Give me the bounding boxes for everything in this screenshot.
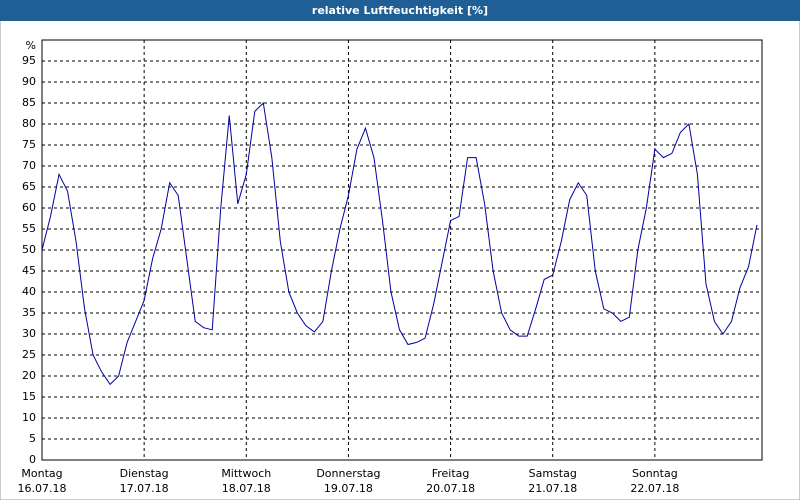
y-tick-label: 10 — [22, 411, 36, 424]
y-tick-label: 60 — [22, 201, 36, 214]
y-tick-label: 45 — [22, 264, 36, 277]
y-tick-label: 95 — [22, 54, 36, 67]
y-tick-label: 90 — [22, 75, 36, 88]
y-tick-label: 85 — [22, 96, 36, 109]
x-tick-label: 18.07.18 — [222, 482, 271, 495]
x-tick-label: Dienstag — [120, 467, 169, 480]
x-tick-label: Freitag — [432, 467, 470, 480]
chart-title: relative Luftfeuchtigkeit [%] — [312, 4, 488, 17]
title-bar — [0, 0, 800, 21]
y-tick-label: 80 — [22, 117, 36, 130]
y-tick-label: 0 — [29, 453, 36, 466]
y-tick-label: 15 — [22, 390, 36, 403]
x-tick-label: 21.07.18 — [528, 482, 577, 495]
y-axis-label: % — [26, 39, 36, 52]
y-tick-label: 25 — [22, 348, 36, 361]
y-tick-label: 65 — [22, 180, 36, 193]
y-tick-label: 5 — [29, 432, 36, 445]
x-tick-label: Montag — [21, 467, 62, 480]
y-tick-label: 70 — [22, 159, 36, 172]
x-tick-label: Mittwoch — [221, 467, 271, 480]
x-tick-label: Sonntag — [632, 467, 678, 480]
y-tick-label: 30 — [22, 327, 36, 340]
y-tick-label: 55 — [22, 222, 36, 235]
y-tick-label: 35 — [22, 306, 36, 319]
y-tick-label: 40 — [22, 285, 36, 298]
y-tick-label: 20 — [22, 369, 36, 382]
x-tick-label: 22.07.18 — [630, 482, 679, 495]
x-tick-label: 16.07.18 — [18, 482, 67, 495]
x-tick-label: Samstag — [529, 467, 577, 480]
y-tick-label: 75 — [22, 138, 36, 151]
x-tick-label: Donnerstag — [316, 467, 380, 480]
y-tick-label: 50 — [22, 243, 36, 256]
data-line — [41, 101, 758, 386]
x-tick-label: 20.07.18 — [426, 482, 475, 495]
x-tick-label: 19.07.18 — [324, 482, 373, 495]
x-tick-label: 17.07.18 — [120, 482, 169, 495]
